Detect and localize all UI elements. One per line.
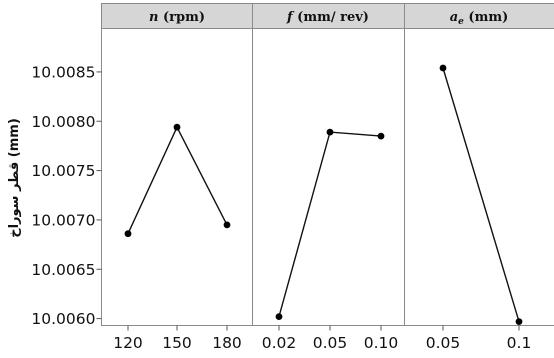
data-point (326, 128, 334, 136)
x-tick-label: 0.05 (313, 334, 348, 352)
series-line-panel-2 (278, 131, 382, 317)
panel-title-feed: f (mm/ rev) (286, 10, 369, 25)
x-tick-label: 120 (113, 334, 143, 352)
y-tick-label: 10.0065 (31, 261, 95, 279)
series-layer (124, 64, 523, 325)
y-axis-label: قطر سوراخ (mm) (7, 118, 22, 238)
x-tick-label: 0.10 (364, 334, 399, 352)
data-point (275, 313, 283, 320)
plot-frame (101, 3, 554, 326)
y-axis: 10.0085 10.0080 10.0075 10.0070 10.0065 10.00… (31, 63, 102, 328)
x-tick-label: 0.05 (426, 334, 461, 352)
x-axis: 120 150 180 0.02 0.05 0.10 0.05 0.1 (113, 325, 532, 352)
series-line-panel-3 (442, 67, 520, 322)
header-band (101, 3, 554, 29)
y-tick-label: 10.0070 (31, 211, 95, 229)
data-point (515, 318, 523, 325)
data-point (173, 123, 181, 131)
data-point (124, 230, 132, 238)
panel-title-speed: n (rpm) (149, 10, 205, 25)
series-line-panel-1 (127, 125, 228, 234)
data-point (377, 132, 385, 140)
y-tick-label: 10.0060 (31, 310, 95, 328)
data-point (439, 64, 447, 72)
x-tick-label: 0.1 (507, 334, 532, 352)
y-tick-label: 10.0075 (31, 162, 95, 180)
x-tick-label: 0.02 (262, 334, 297, 352)
panel-title-depth: ae (mm) (450, 10, 509, 27)
x-tick-label: 150 (162, 334, 192, 352)
x-tick-label: 180 (212, 334, 242, 352)
data-point (223, 221, 231, 229)
y-tick-label: 10.0080 (31, 113, 95, 131)
y-tick-label: 10.0085 (31, 63, 95, 81)
